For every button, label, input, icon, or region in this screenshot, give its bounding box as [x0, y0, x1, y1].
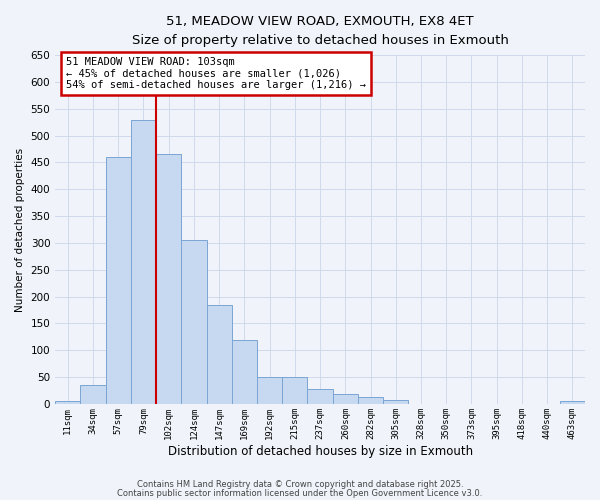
Bar [206, 304, 232, 404]
Text: Contains public sector information licensed under the Open Government Licence v3: Contains public sector information licen… [118, 490, 482, 498]
Bar [131, 120, 156, 404]
Bar [307, 390, 332, 404]
Bar [80, 385, 106, 404]
Bar [55, 401, 80, 404]
Bar [383, 400, 409, 404]
Bar [257, 377, 282, 404]
Bar [560, 401, 585, 404]
Bar [156, 154, 181, 404]
Bar [282, 377, 307, 404]
Bar [232, 340, 257, 404]
Y-axis label: Number of detached properties: Number of detached properties [15, 148, 25, 312]
Bar [358, 397, 383, 404]
X-axis label: Distribution of detached houses by size in Exmouth: Distribution of detached houses by size … [167, 444, 473, 458]
Text: 51 MEADOW VIEW ROAD: 103sqm
← 45% of detached houses are smaller (1,026)
54% of : 51 MEADOW VIEW ROAD: 103sqm ← 45% of det… [66, 57, 366, 90]
Bar [106, 157, 131, 404]
Bar [181, 240, 206, 404]
Text: Contains HM Land Registry data © Crown copyright and database right 2025.: Contains HM Land Registry data © Crown c… [137, 480, 463, 489]
Title: 51, MEADOW VIEW ROAD, EXMOUTH, EX8 4ET
Size of property relative to detached hou: 51, MEADOW VIEW ROAD, EXMOUTH, EX8 4ET S… [131, 15, 509, 47]
Bar [332, 394, 358, 404]
